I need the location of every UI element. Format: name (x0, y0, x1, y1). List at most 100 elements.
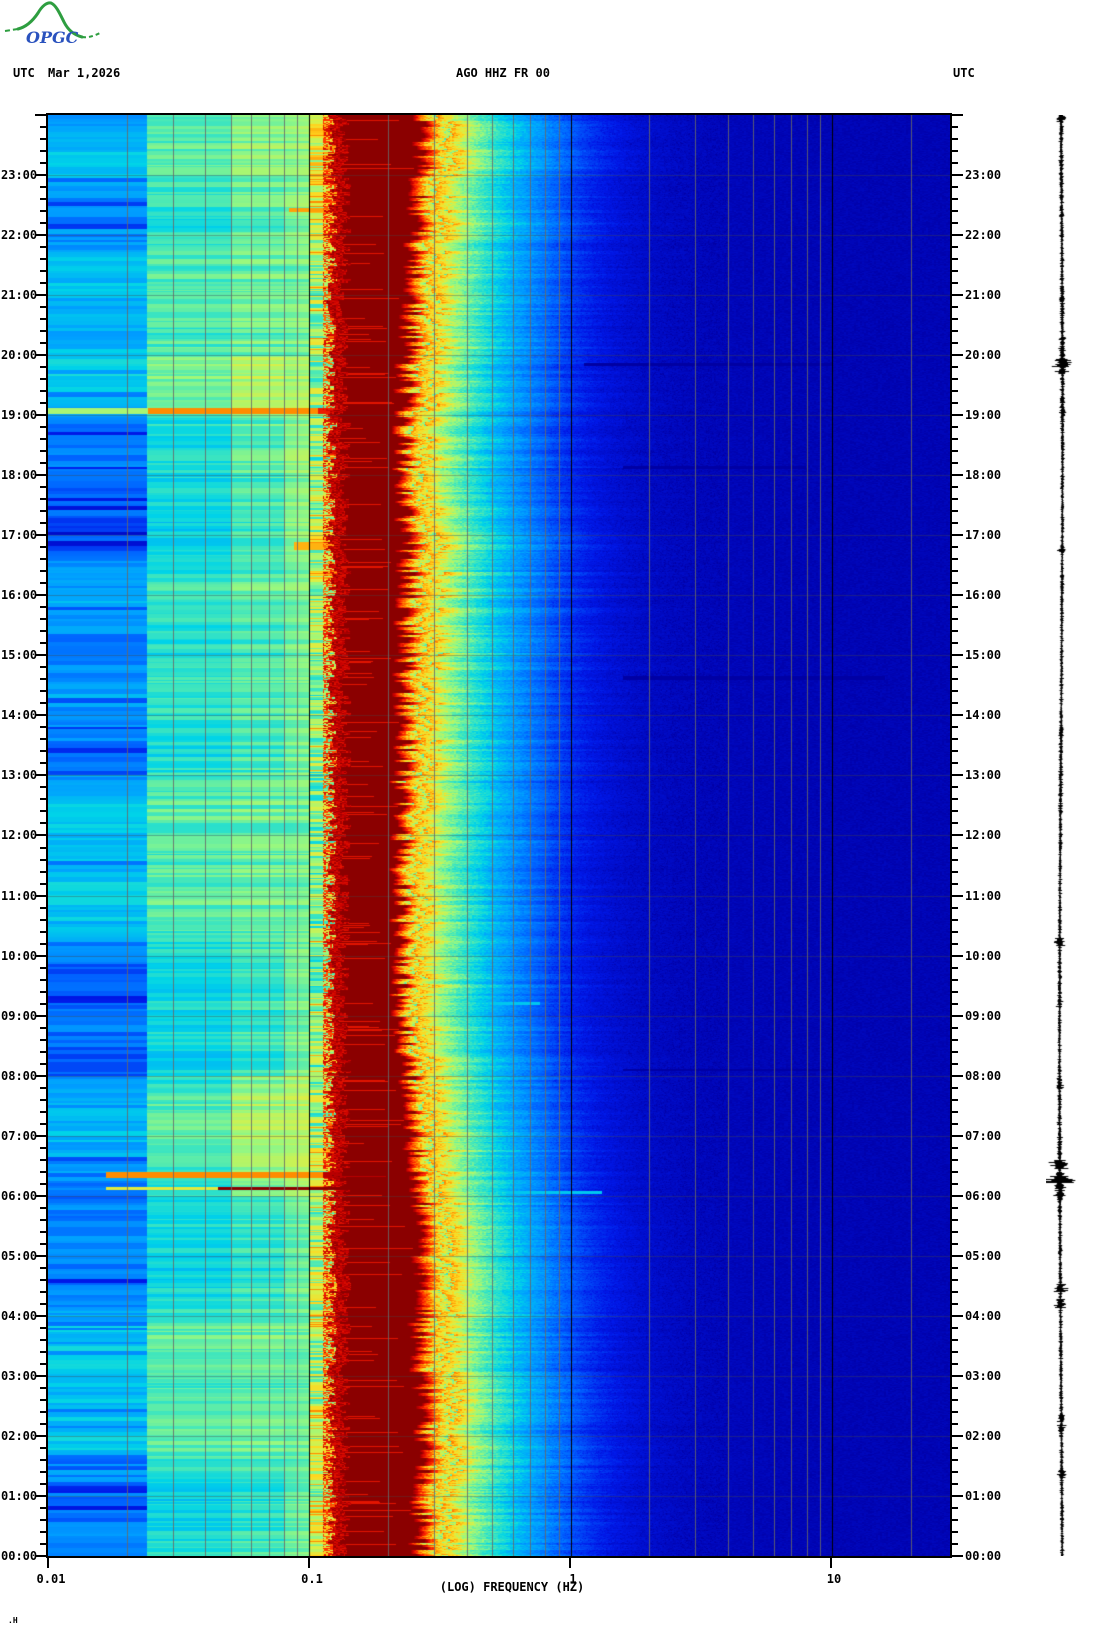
y-tick-label-left: 18:00 (1, 468, 38, 483)
y-minor-tick-left (40, 882, 47, 885)
logo-dash-left (4, 28, 19, 32)
y-minor-tick-right (951, 138, 958, 140)
y-minor-tick-right (951, 198, 958, 201)
y-tick-label-right: 13:00 (965, 768, 1002, 783)
y-minor-tick-left (40, 1098, 47, 1101)
header-left-utc: UTC (13, 66, 35, 80)
y-major-tick-right (951, 1434, 963, 1437)
y-tick-label-right: 07:00 (965, 1128, 1002, 1143)
x-axis-title: (LOG) FREQUENCY (HZ) (439, 1580, 585, 1594)
y-minor-tick-left (40, 342, 47, 345)
y-minor-tick-left (40, 1470, 47, 1473)
y-minor-tick-right (951, 342, 958, 345)
y-tick-label-left: 07:00 (1, 1128, 38, 1143)
y-tick-label-right: 09:00 (965, 1008, 1002, 1023)
y-minor-tick-right (951, 498, 958, 501)
y-minor-tick-right (951, 690, 958, 693)
y-minor-tick-left (40, 630, 47, 633)
y-tick-label-right: 01:00 (965, 1488, 1002, 1503)
y-minor-tick-left (40, 282, 47, 285)
y-minor-tick-left (40, 618, 47, 621)
y-minor-tick-right (951, 222, 958, 225)
x-tick-label: 1 (569, 1572, 577, 1586)
y-minor-tick-left (40, 990, 47, 993)
y-minor-tick-right (951, 1290, 958, 1293)
x-decade-tick (569, 1557, 571, 1568)
y-tick-label-left: 05:00 (1, 1248, 38, 1263)
y-major-tick-right (951, 714, 963, 717)
y-major-tick-left (35, 1194, 47, 1197)
y-minor-tick-right (951, 270, 958, 273)
y-minor-tick-left (40, 1062, 47, 1065)
y-minor-tick-right (951, 726, 958, 729)
y-minor-tick-right (951, 378, 958, 381)
y-major-tick-left (35, 474, 47, 477)
y-minor-tick-left (40, 1482, 47, 1485)
y-minor-tick-right (951, 1086, 958, 1089)
y-minor-tick-left (40, 510, 47, 513)
y-major-tick-left (35, 1494, 47, 1497)
y-major-tick-left (35, 294, 47, 297)
x-tick-label: 0.01 (36, 1572, 66, 1586)
y-minor-tick-left (40, 1350, 47, 1353)
y-minor-tick-left (40, 738, 47, 741)
y-minor-tick-left (40, 846, 47, 849)
y-minor-tick-right (951, 918, 958, 921)
y-minor-tick-right (951, 990, 958, 993)
y-major-tick-left (35, 414, 47, 417)
y-minor-tick-left (40, 1410, 47, 1413)
y-minor-tick-left (40, 378, 47, 381)
y-minor-tick-left (40, 318, 47, 321)
y-minor-tick-right (951, 1242, 958, 1245)
y-minor-tick-left (40, 1542, 47, 1545)
y-tick-label-right: 12:00 (965, 828, 1002, 843)
y-tick-label-right: 05:00 (965, 1248, 1002, 1263)
logo-mountain-curve (16, 1, 84, 39)
y-minor-tick-left (40, 438, 47, 441)
y-major-tick-right (951, 354, 963, 357)
y-minor-tick-right (951, 210, 958, 213)
y-minor-tick-right (951, 786, 958, 789)
y-minor-tick-left (40, 690, 47, 693)
y-minor-tick-right (951, 126, 958, 128)
y-minor-tick-left (40, 366, 47, 369)
y-minor-tick-left (40, 858, 47, 861)
y-minor-tick-right (951, 1098, 958, 1101)
y-major-tick-right (951, 474, 963, 477)
y-major-tick-left (35, 1134, 47, 1137)
y-minor-tick-left (40, 390, 47, 393)
y-minor-tick-left (40, 1386, 47, 1389)
y-minor-tick-right (951, 966, 958, 969)
y-minor-tick-left (40, 258, 47, 261)
y-minor-tick-right (951, 522, 958, 525)
y-minor-tick-left (40, 126, 47, 128)
y-major-tick-left (35, 174, 47, 177)
y-major-tick-left (35, 954, 47, 957)
y-minor-tick-right (951, 402, 958, 405)
y-minor-tick-right (951, 510, 958, 513)
y-minor-tick-left (40, 582, 47, 585)
y-minor-tick-right (951, 1398, 958, 1401)
y-minor-tick-right (951, 1506, 958, 1509)
y-tick-label-right: 02:00 (965, 1428, 1002, 1443)
y-minor-tick-left (40, 1110, 47, 1113)
y-tick-label-left: 20:00 (1, 348, 38, 363)
y-tick-label-left: 06:00 (1, 1188, 38, 1203)
y-major-tick-right (951, 113, 963, 116)
y-minor-tick-left (40, 198, 47, 201)
y-minor-tick-right (951, 186, 958, 189)
y-minor-tick-right (951, 1038, 958, 1041)
y-minor-tick-left (40, 966, 47, 969)
y-minor-tick-right (951, 942, 958, 945)
y-minor-tick-left (40, 1446, 47, 1449)
y-minor-tick-left (40, 162, 47, 165)
x-tick-label: 0.1 (301, 1572, 323, 1586)
y-minor-tick-left (40, 330, 47, 333)
y-minor-tick-left (40, 1206, 47, 1209)
y-minor-tick-right (951, 798, 958, 801)
y-major-tick-left (35, 894, 47, 897)
y-tick-label-right: 10:00 (965, 948, 1002, 963)
y-tick-label-left: 23:00 (1, 168, 38, 183)
y-major-tick-left (35, 354, 47, 357)
y-minor-tick-left (40, 918, 47, 921)
